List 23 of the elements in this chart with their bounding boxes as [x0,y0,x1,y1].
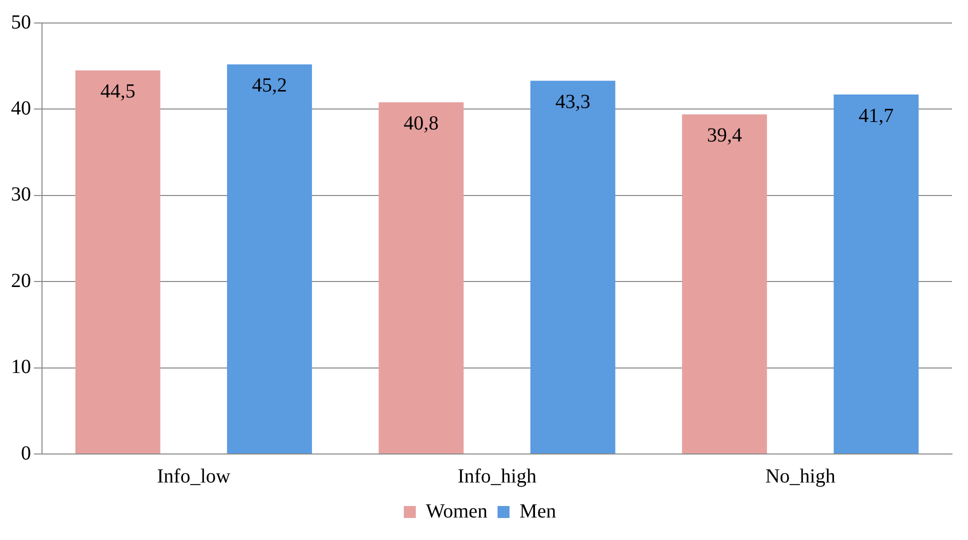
data-label: 40,8 [404,112,439,135]
y-tick-label: 50 [11,11,31,34]
data-label: 45,2 [252,74,287,97]
data-label: 41,7 [858,104,894,127]
bar [378,102,464,454]
x-tick-label: Info_high [458,465,536,488]
bar [75,70,160,454]
bar [227,64,312,454]
y-tick-label: 10 [11,356,31,378]
data-label: 39,4 [707,124,742,147]
data-label: 44,5 [100,80,136,103]
y-tick-label: 0 [21,442,31,464]
x-tick-label: No_high [765,465,836,488]
y-tick-label: 30 [11,184,31,206]
bar [682,114,767,454]
data-label: 43,3 [555,91,590,114]
bar [834,94,919,454]
y-tick-label: 20 [11,270,31,292]
x-tick-label: Info_low [157,465,231,488]
legend-label: Women [426,500,488,522]
bar [530,80,616,454]
y-tick-label: 40 [11,97,31,120]
legend-label: Men [520,500,556,522]
